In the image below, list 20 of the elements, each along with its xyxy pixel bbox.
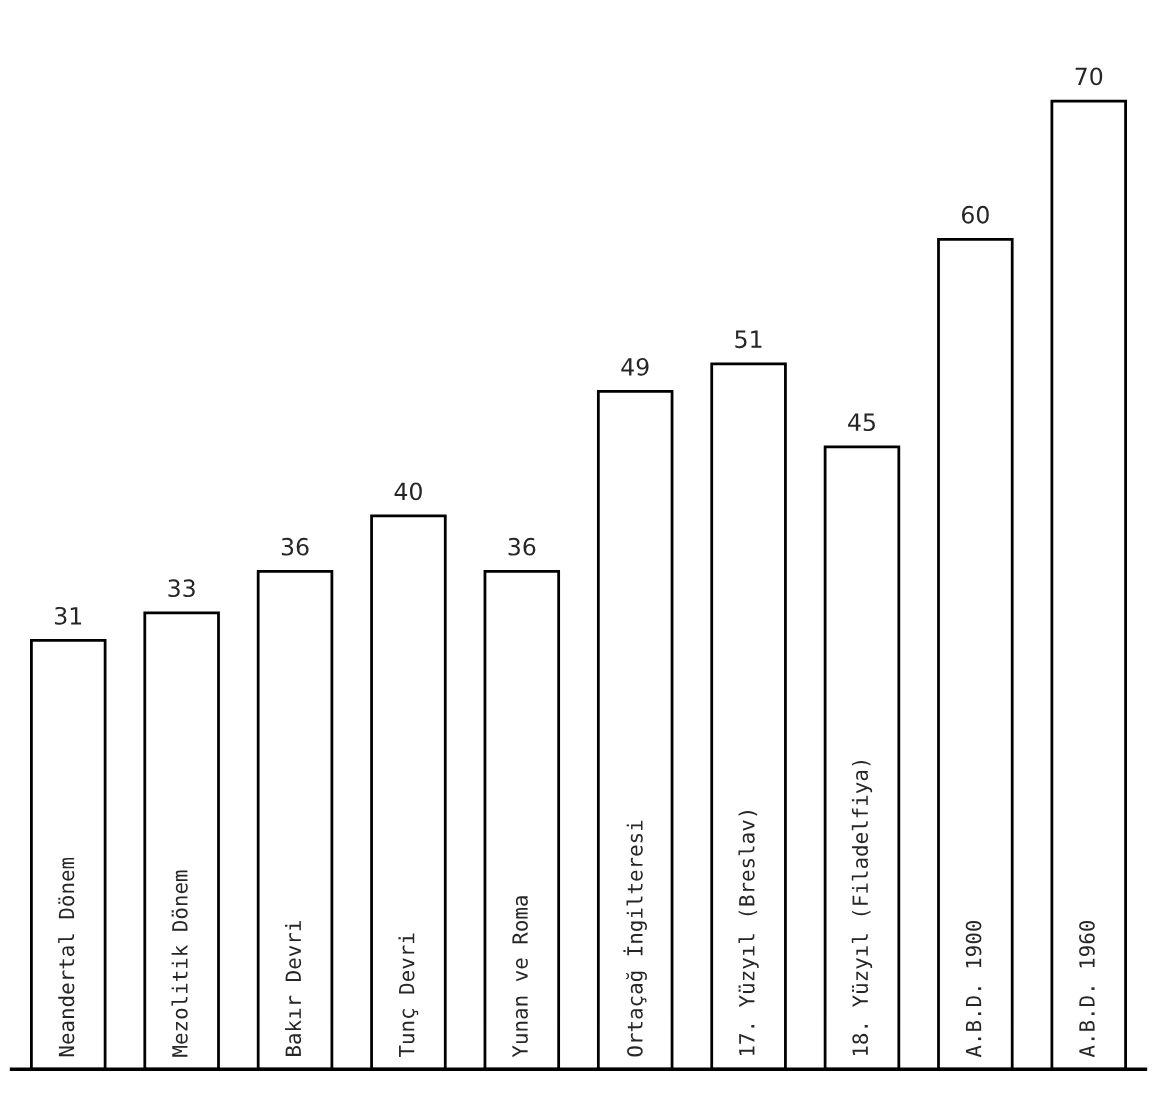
data-label: 49 bbox=[621, 357, 649, 376]
x-tick-label: Ortaçağ İngilteresi bbox=[623, 820, 647, 1057]
x-tick-label: A.B.D. 1960 bbox=[1079, 920, 1095, 1058]
data-label: 45 bbox=[848, 413, 875, 432]
x-tick-label: Neandertal Dönem bbox=[58, 857, 75, 1057]
x-tick-label: 18. Yüzyıl (Filadelfiya) bbox=[851, 760, 873, 1056]
data-label: 36 bbox=[281, 537, 309, 556]
x-tick-label: 17. Yüzyıl (Breslav) bbox=[738, 811, 759, 1056]
data-label: 70 bbox=[1075, 67, 1103, 86]
data-label: 36 bbox=[508, 537, 536, 556]
x-tick-label: Mezolitik Dönem bbox=[171, 870, 188, 1057]
x-tick-label: Yunan ve Roma bbox=[512, 896, 528, 1058]
x-tick-label: Tunç Devri bbox=[398, 933, 419, 1058]
data-label: 33 bbox=[168, 579, 195, 598]
x-tick-label: Bakır Devri bbox=[285, 921, 302, 1056]
x-tick-label: A.B.D. 1900 bbox=[965, 920, 982, 1058]
data-label: 60 bbox=[961, 205, 989, 224]
data-label: 31 bbox=[55, 606, 82, 625]
data-label: 40 bbox=[394, 482, 422, 501]
data-label: 51 bbox=[735, 330, 762, 349]
